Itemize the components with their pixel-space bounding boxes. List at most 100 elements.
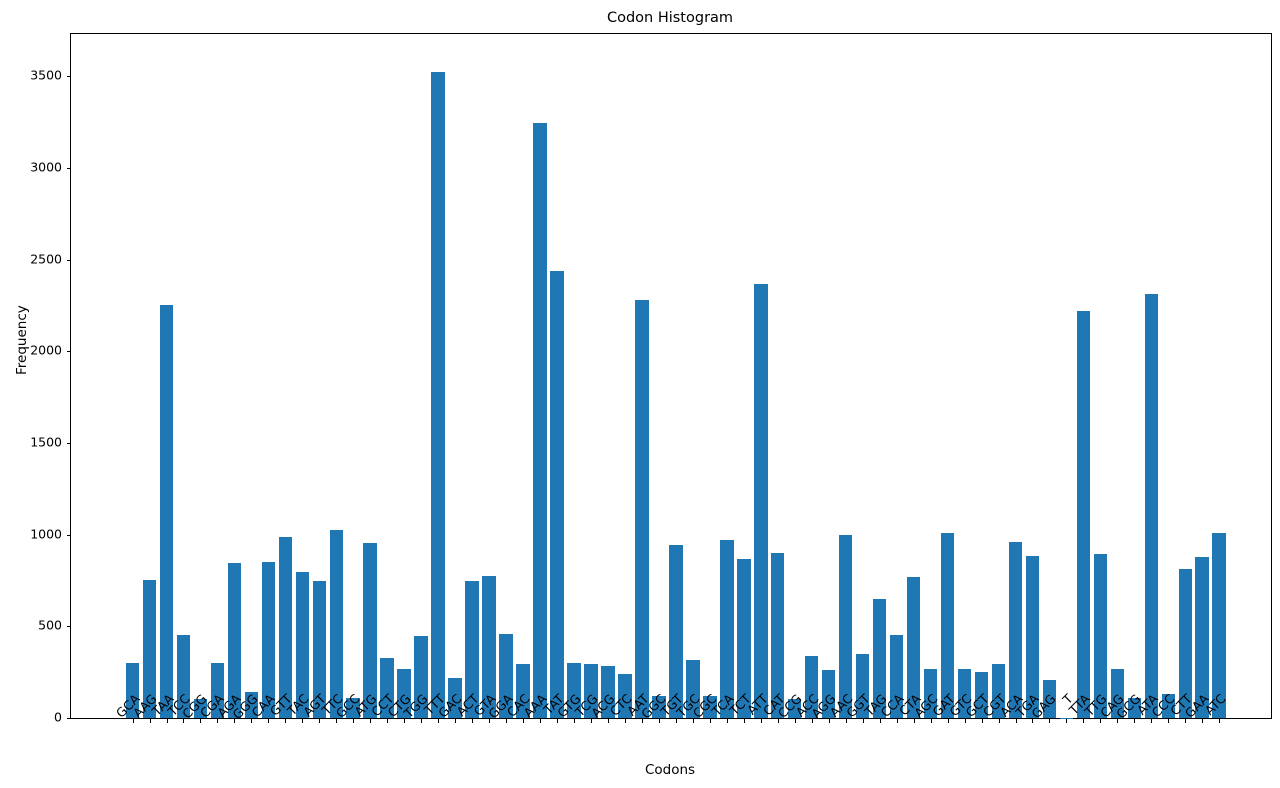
- bar-ATG: [363, 542, 377, 718]
- x-tick-TGG: [421, 719, 423, 723]
- bar-CGC: [703, 696, 717, 718]
- bar-CTG: [397, 669, 411, 718]
- bar-GCT: [974, 672, 989, 718]
- y-tick-label-500: 500: [38, 617, 62, 633]
- bar-AAG: [142, 579, 157, 718]
- y-tick-500: [67, 626, 71, 628]
- x-tick-GTC: [964, 719, 966, 723]
- x-tick-CTA: [913, 719, 915, 723]
- bar-AAT: [635, 299, 649, 718]
- x-tick-TAT: [557, 719, 558, 723]
- bar-CAA: [261, 562, 276, 718]
- bar-GAG: [1042, 680, 1057, 718]
- y-axis-label: Frequency: [14, 305, 30, 375]
- x-tick-AAC: [845, 719, 847, 723]
- x-tick-TTG: [1100, 719, 1102, 723]
- x-tick-ACC: [811, 719, 813, 723]
- bar-GTA: [482, 575, 496, 718]
- bar-TTG: [1093, 553, 1108, 718]
- x-tick-T: [1066, 719, 1068, 723]
- x-tick-TTA: [1083, 719, 1085, 723]
- bar-ACA: [1008, 542, 1023, 718]
- bar-TGA: [1025, 555, 1040, 718]
- bar-CCA: [889, 634, 904, 718]
- bar-TTT: [431, 71, 445, 718]
- y-tick-2000: [67, 351, 71, 353]
- bar-TAG: [872, 598, 887, 718]
- x-tick-GAG: [1049, 719, 1051, 723]
- x-tick-GAA: [1202, 719, 1204, 723]
- bar-TTC: [329, 530, 344, 718]
- x-tick-CCG: [794, 719, 796, 723]
- bar-AGG: [821, 670, 836, 718]
- x-tick-TCA: [726, 719, 728, 723]
- x-tick-CTG: [404, 719, 406, 723]
- x-tick-TTT: [438, 719, 440, 723]
- x-tick-AAA: [540, 719, 541, 723]
- bar-TCA: [720, 540, 734, 718]
- bar-GCC: [346, 697, 360, 718]
- y-tick-1500: [67, 442, 71, 444]
- bar-CTA: [906, 576, 921, 718]
- bar-CAC: [516, 663, 530, 718]
- bar-CAG: [1110, 668, 1125, 718]
- x-tick-ATA: [1151, 719, 1153, 723]
- x-tick-GAC: [455, 719, 457, 723]
- bar-CCG: [787, 698, 802, 718]
- y-tick-label-1500: 1500: [30, 434, 62, 450]
- x-axis-label: Codons: [644, 762, 696, 778]
- x-tick-TTC: [336, 719, 338, 723]
- x-tick-TCT: [743, 719, 745, 723]
- x-tick-AGG: [828, 719, 830, 723]
- x-tick-CGG: [200, 719, 202, 723]
- bar-AGA: [227, 563, 242, 718]
- bar-AGC: [923, 669, 938, 718]
- x-tick-TGC: [692, 719, 694, 723]
- bar-CAT: [770, 553, 785, 718]
- bar-ACT: [465, 580, 479, 718]
- bar-AAA: [533, 122, 547, 718]
- x-tick-ATG: [370, 719, 372, 723]
- bar-TCC: [176, 634, 191, 718]
- bar-GTC: [957, 669, 972, 718]
- bar-TAA: [159, 304, 174, 718]
- bar-CCT: [380, 657, 394, 718]
- x-tick-CAC: [523, 719, 524, 723]
- x-tick-TGT: [675, 719, 677, 723]
- bar-GTG: [567, 663, 581, 718]
- y-tick-2500: [67, 259, 71, 261]
- x-tick-GAT: [947, 719, 949, 723]
- y-tick-3500: [67, 76, 71, 78]
- x-tick-AGT: [319, 719, 321, 723]
- x-tick-CAA: [268, 719, 270, 723]
- y-tick-label-3000: 3000: [30, 159, 62, 175]
- bar-ACC: [804, 655, 819, 718]
- x-tick-GCT: [981, 719, 983, 723]
- x-tick-GTG: [574, 719, 575, 723]
- bar-GAC: [448, 677, 462, 718]
- bar-GCG: [1127, 697, 1142, 718]
- bar-ATC: [1212, 532, 1226, 718]
- y-tick-label-2000: 2000: [30, 342, 62, 358]
- bar-TTA: [1076, 310, 1091, 718]
- bar-GGT: [855, 653, 870, 718]
- y-tick-3000: [67, 167, 71, 169]
- bar-GAA: [1195, 556, 1209, 718]
- x-tick-GGC: [658, 719, 660, 723]
- x-tick-ACA: [1015, 719, 1017, 723]
- y-tick-1000: [67, 534, 71, 536]
- bar-CGG: [193, 698, 208, 718]
- bar-TGT: [669, 544, 683, 718]
- bar-GGA: [499, 633, 513, 718]
- bar-GTT: [278, 536, 293, 718]
- bar-GGC: [652, 696, 666, 718]
- x-tick-AAT: [641, 719, 643, 723]
- x-tick-GCC: [353, 719, 355, 723]
- bar-CGA: [210, 663, 225, 718]
- x-tick-ATT: [760, 719, 762, 723]
- plot-area: [67, 33, 1272, 723]
- x-tick-ATC: [1219, 719, 1221, 723]
- chart-title: Codon Histogram: [606, 10, 734, 26]
- x-tick-GCA: [132, 719, 134, 723]
